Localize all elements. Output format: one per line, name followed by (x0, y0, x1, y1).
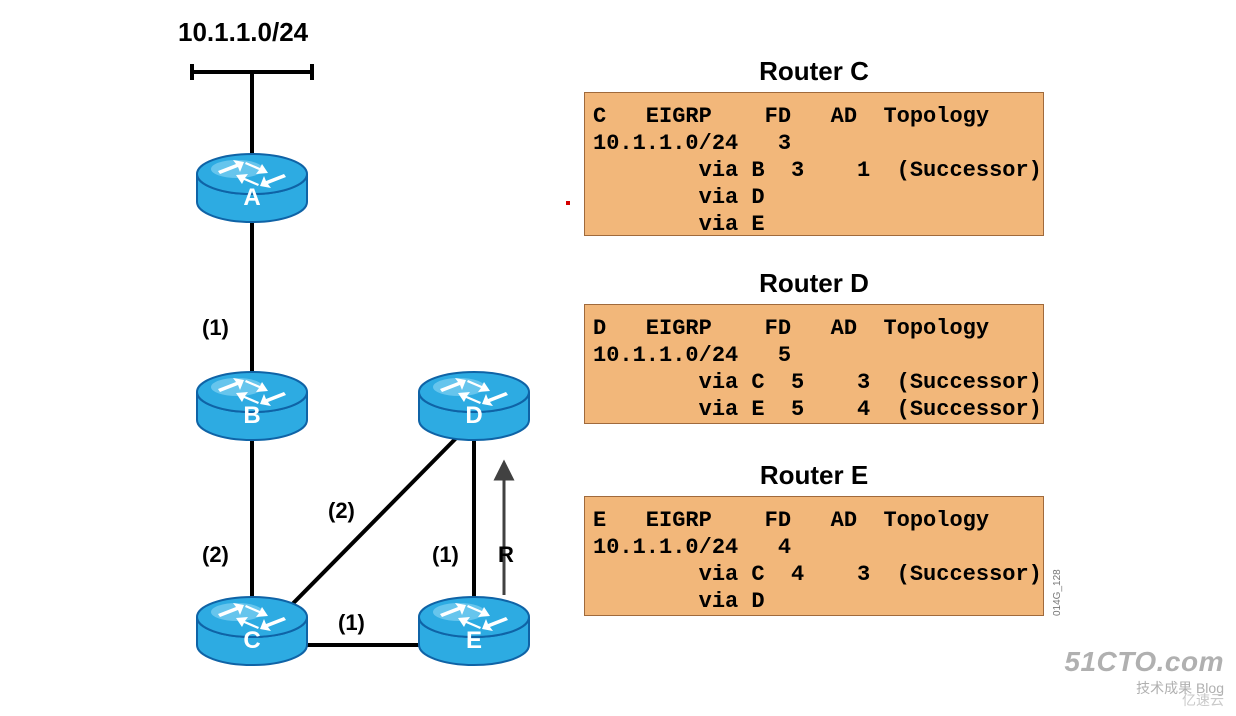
router-icon: C (197, 597, 307, 665)
edge-label-cd: (2) (328, 498, 355, 524)
router-icon: E (419, 597, 529, 665)
figure-id: 014G_128 (1052, 569, 1063, 616)
watermark-side: 亿速云 (1182, 690, 1224, 710)
edge-label-ce: (1) (338, 610, 365, 636)
watermark-main: 51CTO.com (1064, 646, 1224, 678)
svg-text:B: B (243, 402, 260, 429)
router-icon: B (197, 372, 307, 440)
routerD-table: D EIGRP FD AD Topology 10.1.1.0/24 5 via… (584, 304, 1044, 424)
routers-group: A B C D E (197, 154, 529, 665)
red-dot (566, 201, 570, 205)
routerE-title: Router E (584, 460, 1044, 491)
routerE-table: E EIGRP FD AD Topology 10.1.1.0/24 4 via… (584, 496, 1044, 616)
edge-label-ed: (1) (432, 542, 459, 568)
svg-text:C: C (243, 627, 260, 654)
routerE-table-text: E EIGRP FD AD Topology 10.1.1.0/24 4 via… (593, 507, 1035, 615)
edge-label-ab: (1) (202, 315, 229, 341)
network-label: 10.1.1.0/24 (178, 17, 308, 48)
routerC-table-text: C EIGRP FD AD Topology 10.1.1.0/24 3 via… (593, 103, 1035, 238)
routerC-table: C EIGRP FD AD Topology 10.1.1.0/24 3 via… (584, 92, 1044, 236)
routerD-table-text: D EIGRP FD AD Topology 10.1.1.0/24 5 via… (593, 315, 1035, 423)
svg-text:E: E (466, 627, 482, 654)
svg-text:A: A (243, 184, 260, 211)
routerC-title: Router C (584, 56, 1044, 87)
reply-arrow-label: R (498, 542, 514, 568)
router-icon: D (419, 372, 529, 440)
routerD-title: Router D (584, 268, 1044, 299)
diagram-canvas: ABCDE 10.1.1.0/24 (1) (2) (2) (1) (1) R … (0, 0, 1236, 716)
edge-label-bc: (2) (202, 542, 229, 568)
router-icon: A (197, 154, 307, 222)
svg-text:D: D (465, 402, 482, 429)
